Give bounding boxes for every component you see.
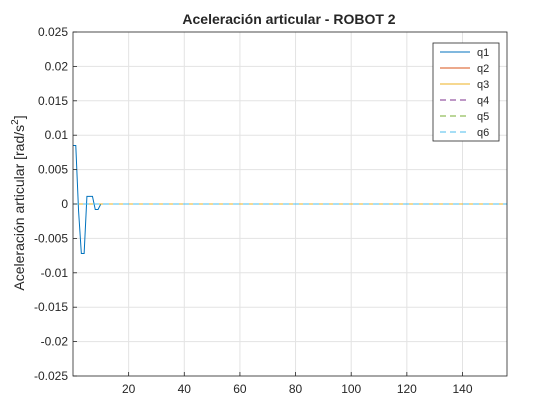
legend-label-q5: q5 [477, 111, 489, 123]
y-axis-label-close: ] [11, 115, 27, 119]
x-tick-label: 40 [178, 382, 192, 396]
y-tick-label: -0.015 [34, 300, 68, 314]
legend-label-q3: q3 [477, 79, 489, 91]
series-group [73, 145, 507, 255]
y-tick-label: -0.01 [41, 266, 69, 280]
y-tick-label: -0.02 [41, 335, 69, 349]
legend-box [432, 42, 500, 142]
legend-label-q2: q2 [477, 63, 489, 75]
y-tick-label: 0 [61, 197, 68, 211]
y-tick-label: 0.02 [45, 59, 69, 73]
x-tick-label: 60 [233, 382, 247, 396]
x-axis-ticks: 20 40 60 80 100 120 140 [122, 372, 473, 396]
y-axis-label-superscript: 2 [10, 119, 21, 125]
x-tick-label: 20 [122, 382, 136, 396]
y-tick-label: -0.025 [34, 369, 68, 383]
legend-label-q1: q1 [477, 47, 489, 59]
y-tick-label: 0.015 [38, 94, 68, 108]
y-axis-ticks: -0.025 -0.02 -0.015 -0.01 -0.005 0 0.005 0.01 0.… [34, 25, 77, 383]
x-tick-label: 100 [341, 382, 361, 396]
y-tick-label: 0.025 [38, 25, 68, 39]
legend-label-q6: q6 [477, 127, 489, 139]
y-tick-label: 0.01 [45, 128, 69, 142]
legend: q1 q2 q3 q4 q5 q6 [432, 42, 500, 142]
x-tick-label: 140 [452, 382, 472, 396]
y-axis-label: Aceleración articular [rad/s2] [10, 115, 27, 290]
chart-title: Aceleración articular - ROBOT 2 [182, 11, 395, 27]
x-tick-label: 120 [397, 382, 417, 396]
y-tick-label: 0.005 [38, 163, 68, 177]
y-axis-label-main: Aceleración articular [rad/s [11, 125, 27, 291]
y-tick-label: -0.005 [34, 231, 68, 245]
legend-label-q4: q4 [477, 95, 489, 107]
x-tick-label: 80 [289, 382, 303, 396]
